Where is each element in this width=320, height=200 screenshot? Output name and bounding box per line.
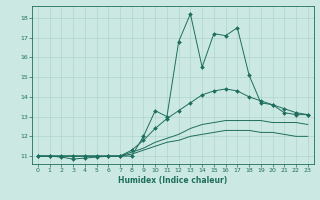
X-axis label: Humidex (Indice chaleur): Humidex (Indice chaleur) bbox=[118, 176, 228, 185]
